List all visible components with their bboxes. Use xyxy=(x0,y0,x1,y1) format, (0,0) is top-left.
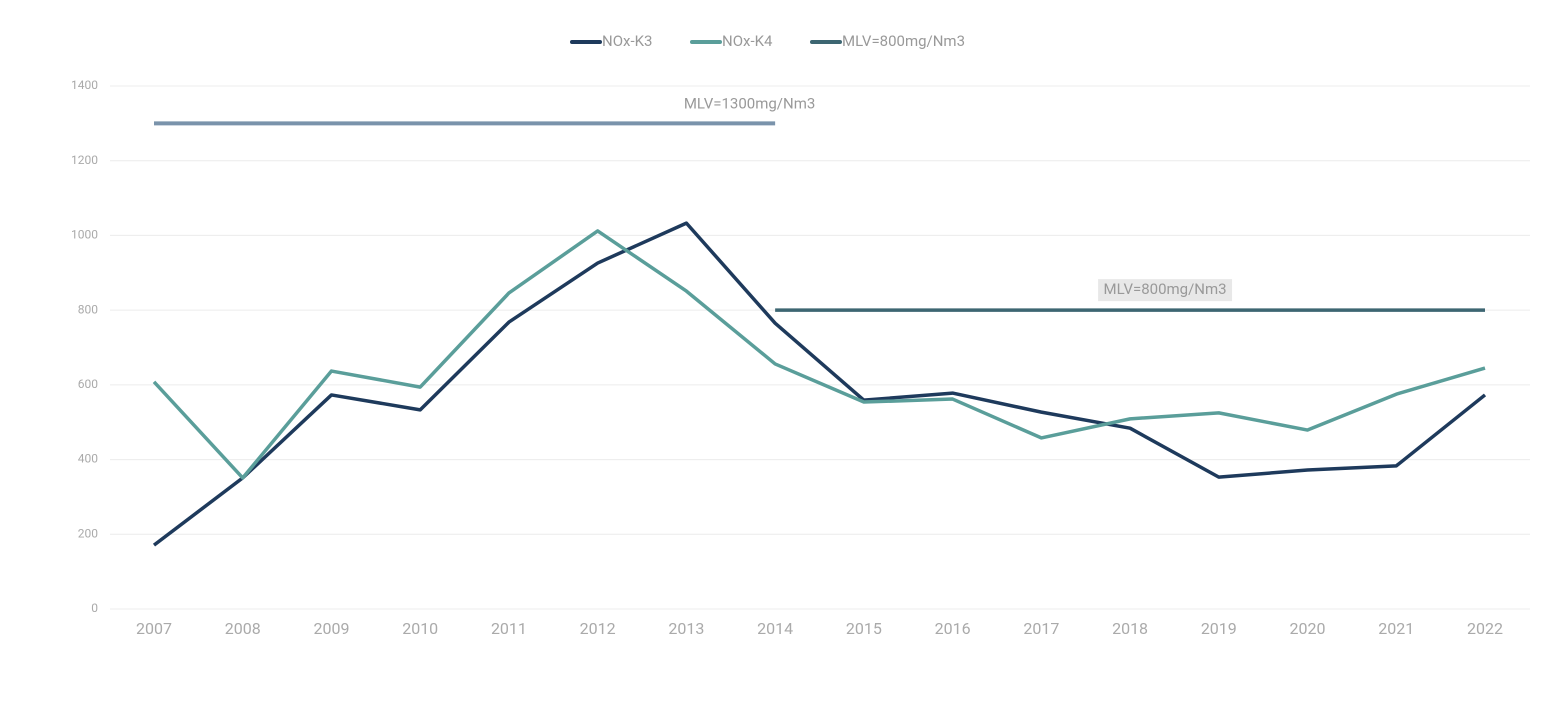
x-tick-label: 2014 xyxy=(757,619,793,638)
series-line xyxy=(152,229,1486,480)
x-tick-label: 2008 xyxy=(225,619,261,638)
x-tick-label: 2015 xyxy=(846,619,882,638)
x-tick-label: 2011 xyxy=(491,619,527,638)
x-tick-label: 2013 xyxy=(668,619,704,638)
y-tick-label: 200 xyxy=(78,526,98,540)
y-tick-label: 1200 xyxy=(71,153,98,167)
x-tick-label: 2007 xyxy=(136,619,172,638)
x-tick-label: 2018 xyxy=(1112,619,1148,638)
x-tick-label: 2017 xyxy=(1023,619,1059,638)
annotation-label: MLV=800mg/Nm3 xyxy=(1104,280,1227,298)
x-tick-label: 2012 xyxy=(580,619,616,638)
x-tick-label: 2021 xyxy=(1378,619,1414,638)
legend-label: MLV=800mg/Nm3 xyxy=(842,32,965,50)
y-tick-label: 0 xyxy=(91,601,98,615)
annotation-box xyxy=(1098,279,1233,302)
y-tick-label: 400 xyxy=(78,452,98,466)
x-tick-label: 2010 xyxy=(402,619,438,638)
y-tick-label: 1000 xyxy=(71,228,98,242)
y-tick-label: 800 xyxy=(78,302,98,316)
legend-label: NOx-K4 xyxy=(722,32,773,50)
y-tick-label: 600 xyxy=(78,377,98,391)
series-line xyxy=(152,221,1487,547)
annotation-label: MLV=1300mg/Nm3 xyxy=(684,94,815,112)
x-tick-label: 2009 xyxy=(313,619,349,638)
x-tick-label: 2020 xyxy=(1290,619,1326,638)
x-tick-label: 2022 xyxy=(1467,619,1503,638)
x-tick-label: 2016 xyxy=(935,619,971,638)
x-tick-label: 2019 xyxy=(1201,619,1237,638)
y-tick-label: 1400 xyxy=(71,78,98,92)
legend-label: NOx-K3 xyxy=(602,32,652,50)
